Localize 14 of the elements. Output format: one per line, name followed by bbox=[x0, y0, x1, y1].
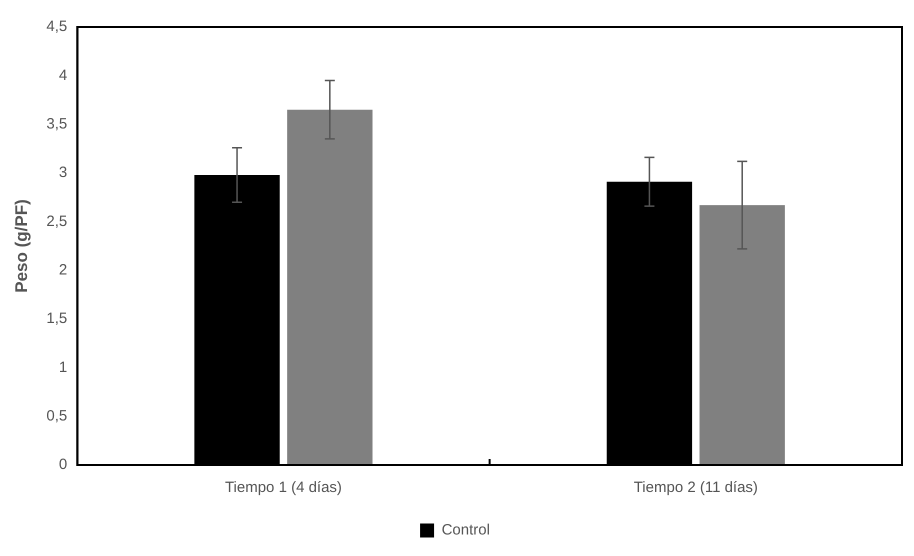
y-tick-label: 2,5 bbox=[46, 212, 68, 230]
x-tick-label: Tiempo 1 (4 días) bbox=[224, 479, 342, 496]
y-tick-label: 1 bbox=[58, 358, 68, 376]
y-tick-label: 0,5 bbox=[46, 407, 68, 424]
y-tick-label: 3 bbox=[58, 164, 68, 182]
y-tick-label: 3,5 bbox=[46, 115, 68, 132]
legend-label: Control bbox=[442, 522, 490, 539]
y-tick-label: 4,5 bbox=[46, 18, 68, 36]
y-tick-label: 1,5 bbox=[46, 310, 68, 328]
x-tick-label: Tiempo 2 (11 días) bbox=[634, 479, 758, 496]
y-tick-label: 0 bbox=[58, 456, 68, 474]
y-axis-title: Peso (g/PF) bbox=[12, 199, 31, 293]
y-tick-label: 2 bbox=[58, 261, 68, 278]
y-tick-label: 4 bbox=[58, 66, 68, 84]
